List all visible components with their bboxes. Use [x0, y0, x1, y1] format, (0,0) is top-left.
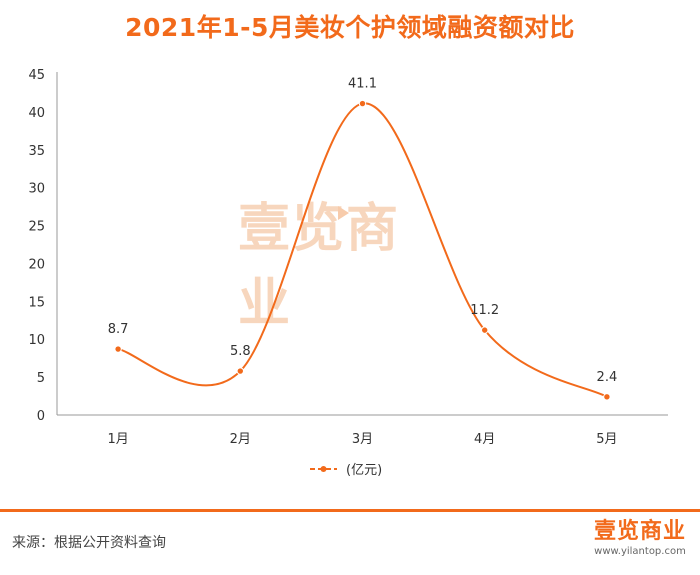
data-point — [481, 326, 489, 334]
data-point — [358, 99, 367, 108]
chart-title: 2021年1-5月美妆个护领域融资额对比 — [125, 13, 575, 42]
y-tick-label: 25 — [28, 220, 45, 235]
data-point — [236, 367, 245, 375]
data-label: 8.7 — [108, 322, 129, 337]
legend-label: (亿元) — [346, 463, 382, 478]
y-tick-label: 10 — [28, 333, 45, 348]
y-tick-label: 0 — [37, 409, 45, 424]
series-line — [117, 102, 608, 398]
data-point — [603, 393, 611, 401]
y-tick-label: 30 — [28, 182, 45, 197]
watermark-text: 壹览商业 — [238, 199, 401, 334]
x-tick-label: 2月 — [230, 432, 251, 447]
x-tick-label: 1月 — [107, 432, 128, 447]
legend-marker — [320, 466, 327, 472]
watermark: 壹览商业 — [238, 186, 448, 334]
brand-logo: 壹览商业 www.yilantop.com — [588, 519, 692, 559]
data-label: 11.2 — [470, 303, 499, 318]
y-tick-label: 40 — [28, 106, 45, 121]
data-label: 2.4 — [597, 370, 618, 385]
data-label: 5.8 — [230, 344, 251, 359]
x-tick-label: 3月 — [352, 432, 373, 447]
x-tick-label: 4月 — [474, 432, 495, 447]
source-note: 来源：根据公开资料查询 — [12, 535, 166, 551]
line-chart: 0 5 10 15 20 25 30 35 40 45 1月 2月 3月 4月 5月 8.7 5.8 41.1 11… — [28, 68, 668, 478]
footer-divider — [0, 509, 700, 512]
y-tick-label: 15 — [28, 295, 45, 310]
y-tick-label: 5 — [37, 371, 45, 386]
data-point — [114, 345, 122, 353]
play-icon — [338, 206, 349, 220]
x-tick-label: 5月 — [596, 432, 617, 447]
brand-url: www.yilantop.com — [594, 546, 686, 557]
brand-name: 壹览商业 — [593, 519, 686, 544]
y-tick-label: 20 — [28, 257, 45, 272]
data-label: 41.1 — [348, 77, 377, 92]
y-tick-label: 45 — [28, 68, 45, 83]
y-tick-label: 35 — [28, 144, 45, 159]
